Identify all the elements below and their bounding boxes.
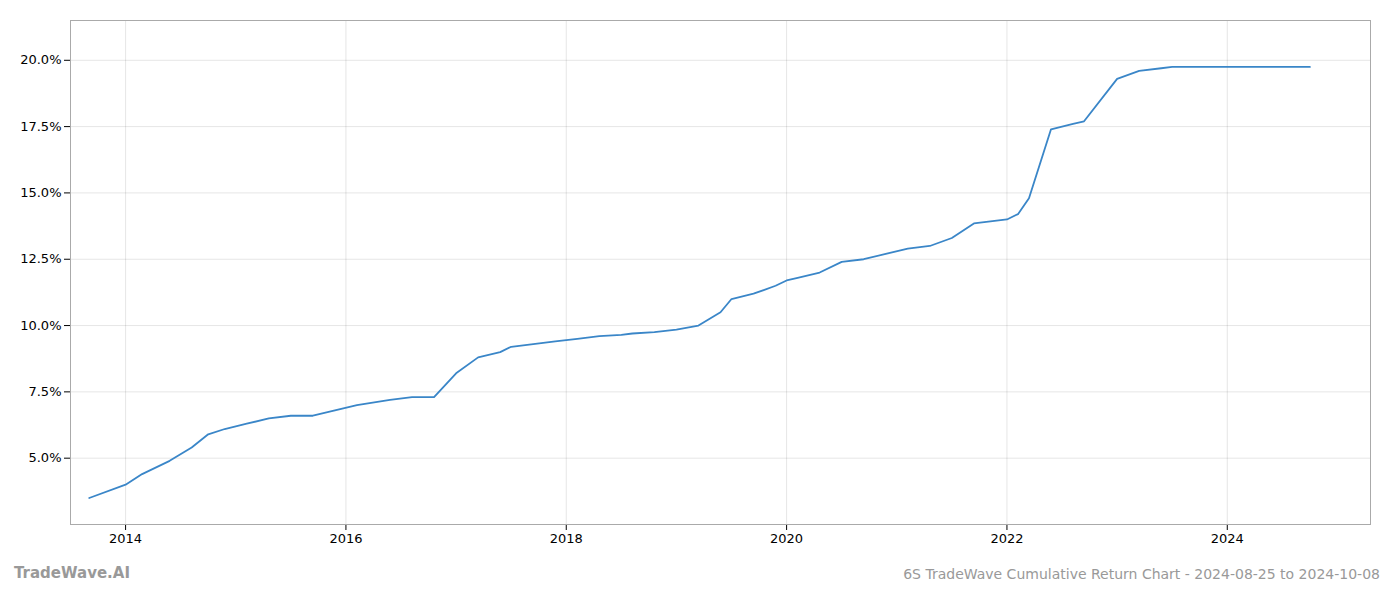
svg-text:15.0%: 15.0%: [20, 185, 61, 200]
svg-text:2016: 2016: [329, 531, 362, 546]
svg-text:2018: 2018: [550, 531, 583, 546]
svg-text:2022: 2022: [990, 531, 1023, 546]
svg-text:10.0%: 10.0%: [20, 318, 61, 333]
svg-text:12.5%: 12.5%: [20, 251, 61, 266]
svg-text:2014: 2014: [109, 531, 142, 546]
svg-text:5.0%: 5.0%: [28, 450, 61, 465]
html-text:TradeWave.AI: TradeWave.AI: [14, 564, 130, 582]
svg-text:17.5%: 17.5%: [20, 119, 61, 134]
svg-text:20.0%: 20.0%: [20, 52, 61, 67]
svg-text:2020: 2020: [770, 531, 803, 546]
html-text:6S TradeWave Cumulative Return: 6S TradeWave Cumulative Return Chart - 2…: [903, 566, 1380, 582]
svg-text:7.5%: 7.5%: [28, 384, 61, 399]
svg-text:2024: 2024: [1211, 531, 1244, 546]
